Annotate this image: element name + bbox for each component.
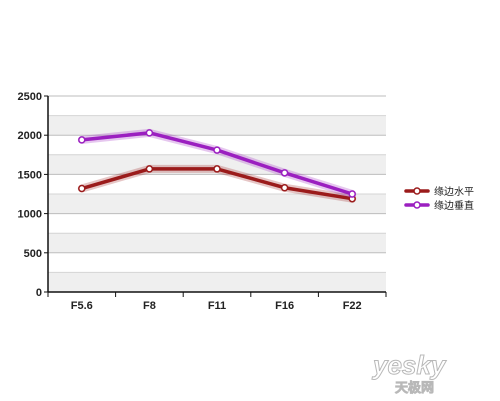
data-point xyxy=(145,165,154,173)
background-band xyxy=(48,213,386,234)
data-point xyxy=(280,169,289,177)
watermark: yesky 天极网 xyxy=(371,350,448,397)
data-point xyxy=(348,190,356,198)
y-tick-label: 1000 xyxy=(18,209,42,221)
legend-label: 缘边垂直 xyxy=(434,199,474,212)
y-tick-label: 2000 xyxy=(18,130,42,142)
background-band xyxy=(48,252,386,273)
data-point xyxy=(145,129,154,137)
data-point xyxy=(213,146,221,154)
watermark-logo-text: yesky xyxy=(371,350,447,380)
x-axis-tick-labels: F5.6 F8 F11 F16 F22 xyxy=(47,292,387,312)
x-tick-label: F5.6 xyxy=(71,300,93,312)
watermark-sub-text: 天极网 xyxy=(395,380,434,396)
y-tick-label: 1500 xyxy=(18,169,42,181)
y-tick-label: 500 xyxy=(24,248,42,260)
y-tick-label: 0 xyxy=(36,287,42,299)
x-tick-label: F8 xyxy=(143,300,156,312)
background-band xyxy=(48,154,386,175)
y-tick-label: 2500 xyxy=(18,91,42,103)
background-band xyxy=(48,96,386,116)
background-band xyxy=(48,115,386,136)
background-band xyxy=(48,194,386,214)
data-point xyxy=(280,183,289,192)
plot-background-bands xyxy=(48,96,386,292)
x-tick-label: F11 xyxy=(208,300,226,312)
axes xyxy=(47,96,386,293)
data-point xyxy=(78,184,86,193)
legend-swatch-marker xyxy=(413,187,421,195)
data-point xyxy=(78,136,86,144)
data-point xyxy=(213,165,221,173)
x-tick-label: F16 xyxy=(275,300,294,312)
background-band xyxy=(48,233,386,253)
x-tick-label: F22 xyxy=(343,300,362,312)
background-band xyxy=(48,272,386,292)
y-axis-tick-labels: 0 500 1000 1500 2000 2500 xyxy=(18,91,48,299)
series-lines xyxy=(77,128,357,203)
legend-label: 缘边水平 xyxy=(434,185,474,198)
legend-swatch-marker xyxy=(413,201,421,209)
background-band xyxy=(48,135,386,155)
